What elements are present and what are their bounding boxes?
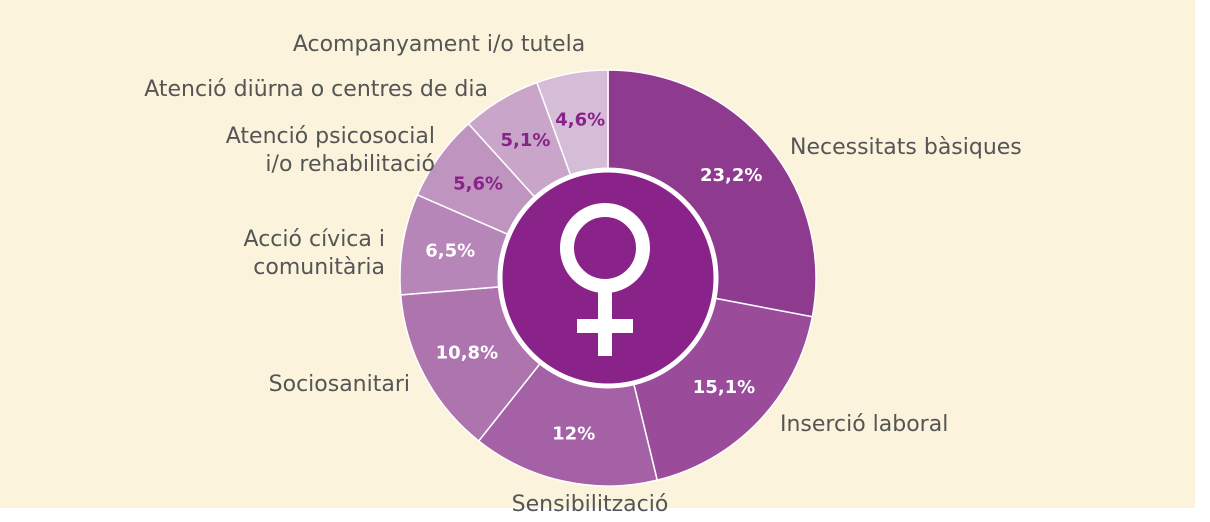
category-label: Sociosanitari — [269, 372, 410, 397]
value-label: 5,6% — [453, 174, 503, 195]
category-label: Sensibilització — [512, 492, 669, 517]
donut — [399, 69, 817, 487]
value-label: 23,2% — [700, 165, 762, 186]
category-label: Inserció laboral — [780, 412, 948, 437]
category-label: Necessitats bàsiques — [790, 135, 1022, 160]
value-label: 12% — [552, 423, 595, 444]
category-label: Atenció diürna o centres de dia — [144, 77, 488, 102]
center-circle — [497, 167, 719, 389]
value-label: 10,8% — [436, 342, 498, 363]
value-label: 6,5% — [425, 241, 475, 262]
category-label: Atenció psicosocial i/o rehabilitació — [226, 124, 435, 177]
category-label: Acompanyament i/o tutela — [293, 32, 585, 57]
value-label: 4,6% — [555, 109, 605, 130]
category-label: Acció cívica i comunitària — [244, 227, 385, 280]
value-label: 15,1% — [693, 377, 755, 398]
value-label: 5,1% — [501, 130, 551, 151]
venus-symbol — [560, 203, 650, 356]
